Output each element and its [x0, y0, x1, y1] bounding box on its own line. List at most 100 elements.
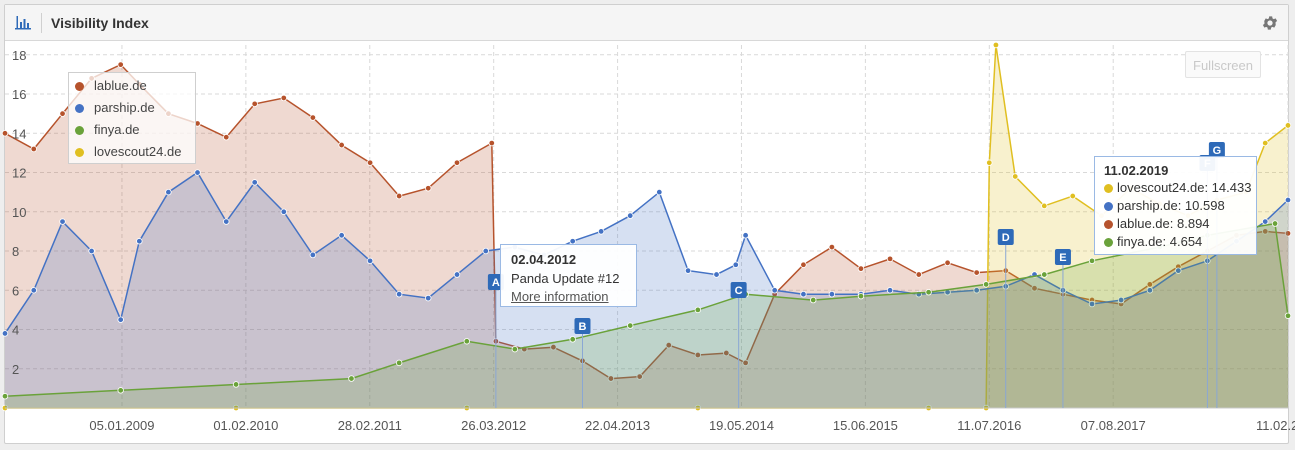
data-point [366, 257, 374, 265]
data-point [857, 265, 865, 272]
x-tick-label: 07.08.2017 [1081, 418, 1146, 433]
tooltip-row: parship.de: 10.598 [1104, 198, 1247, 216]
page-title: Visibility Index [51, 15, 149, 31]
data-point [1262, 218, 1269, 225]
series-area-parship.de [5, 172, 1288, 408]
data-point [463, 338, 471, 345]
chart-legend: lablue.de parship.de finya.de lovescout2… [68, 72, 196, 164]
event-marker-C [730, 282, 747, 298]
data-point [665, 342, 672, 349]
legend-item-parship[interactable]: parship.de [75, 100, 155, 118]
tooltip-date: 02.04.2012 [511, 252, 577, 267]
legend-dot [75, 148, 84, 157]
data-point [684, 267, 692, 274]
data-point [511, 345, 519, 353]
data-point [251, 179, 258, 186]
panel-header: Visibility Index [5, 5, 1288, 41]
data-point [694, 306, 702, 314]
data-point [973, 287, 980, 294]
data-point [627, 212, 634, 219]
tooltip-row: finya.de: 4.654 [1104, 234, 1247, 252]
data-point [1175, 267, 1182, 274]
data-point [713, 271, 720, 278]
tooltip-date: 11.02.2019 [1104, 163, 1169, 178]
tooltip-dot [1104, 202, 1113, 211]
x-tick-label: 28.02.2011 [338, 418, 402, 433]
tooltip-label: parship.de: 10.598 [1117, 198, 1225, 213]
data-point [223, 134, 230, 141]
data-point [425, 185, 432, 192]
data-point [597, 228, 605, 235]
x-tick-label: 26.03.2012 [461, 418, 526, 433]
data-point [338, 141, 345, 149]
event-label: G [1213, 145, 1222, 157]
data-point [482, 247, 489, 255]
data-point [232, 381, 240, 388]
data-point [117, 61, 124, 68]
y-tick-label: 14 [12, 126, 26, 141]
y-tick-label: 10 [12, 205, 26, 220]
data-point [1262, 139, 1269, 147]
data-point [915, 271, 923, 278]
data-point [1117, 296, 1125, 304]
data-point [886, 287, 894, 294]
visibility-index-panel: Visibility Index [4, 4, 1289, 444]
data-point [194, 169, 201, 176]
data-point [30, 287, 37, 294]
data-point [348, 375, 355, 382]
x-tick-label: 19.05.2014 [709, 418, 774, 433]
y-tick-label: 2 [12, 362, 19, 377]
y-tick-label: 4 [12, 323, 19, 338]
data-point [828, 290, 836, 298]
series-area-lovescout24.de [5, 45, 1288, 408]
data-point [117, 387, 124, 394]
tooltip-label: lovescout24.de: 14.433 [1117, 180, 1252, 195]
data-point [366, 159, 374, 166]
fullscreen-button[interactable]: Fullscreen [1185, 51, 1261, 78]
data-point [732, 261, 739, 268]
data-point [723, 349, 730, 357]
data-point [1271, 220, 1279, 227]
data-point [1262, 228, 1269, 235]
legend-item-lablue[interactable]: lablue.de [75, 78, 147, 96]
data-point [607, 375, 615, 382]
event-marker-E [1054, 249, 1071, 265]
tooltip-label: finya.de: 4.654 [1117, 234, 1203, 249]
x-tick-label: 15.06.2015 [833, 418, 898, 433]
legend-dot [75, 104, 84, 113]
header-separator [41, 13, 42, 33]
x-tick-label: 22.04.2013 [585, 418, 650, 433]
data-point [742, 359, 749, 367]
gear-icon[interactable] [1261, 14, 1279, 32]
event-label: C [735, 285, 743, 297]
data-point [395, 192, 403, 200]
event-marker-D [997, 229, 1014, 245]
data-point [1284, 312, 1292, 319]
data-point [1, 130, 9, 137]
data-point [742, 232, 749, 239]
data-point [1069, 192, 1076, 200]
legend-item-finya[interactable]: finya.de [75, 122, 140, 140]
event-marker-G [1208, 142, 1225, 158]
axes: 2 4 6 8 10 12 14 16 18 05.01.2009 01.02.2010 28.02.… [5, 48, 1295, 433]
y-tick-label: 18 [12, 48, 26, 63]
data-point [1284, 122, 1292, 129]
tooltip-dot [1104, 238, 1113, 247]
data-point [810, 296, 817, 304]
y-tick-label: 16 [12, 87, 26, 102]
values-tooltip: 11.02.2019 lovescout24.de: 14.433 parshi… [1094, 156, 1257, 255]
data-point [550, 343, 557, 351]
data-point [656, 188, 663, 196]
legend-item-lovescout24[interactable]: lovescout24.de [75, 144, 181, 162]
data-point [251, 100, 258, 108]
data-point [1041, 271, 1048, 278]
tooltip-dot [1104, 220, 1113, 229]
more-information-link[interactable]: More information [511, 289, 609, 304]
data-point [800, 261, 807, 268]
data-point [59, 110, 66, 117]
data-point [569, 336, 576, 343]
data-point [627, 322, 634, 329]
data-point [488, 139, 495, 147]
data-point [223, 218, 230, 225]
data-point [88, 247, 95, 255]
